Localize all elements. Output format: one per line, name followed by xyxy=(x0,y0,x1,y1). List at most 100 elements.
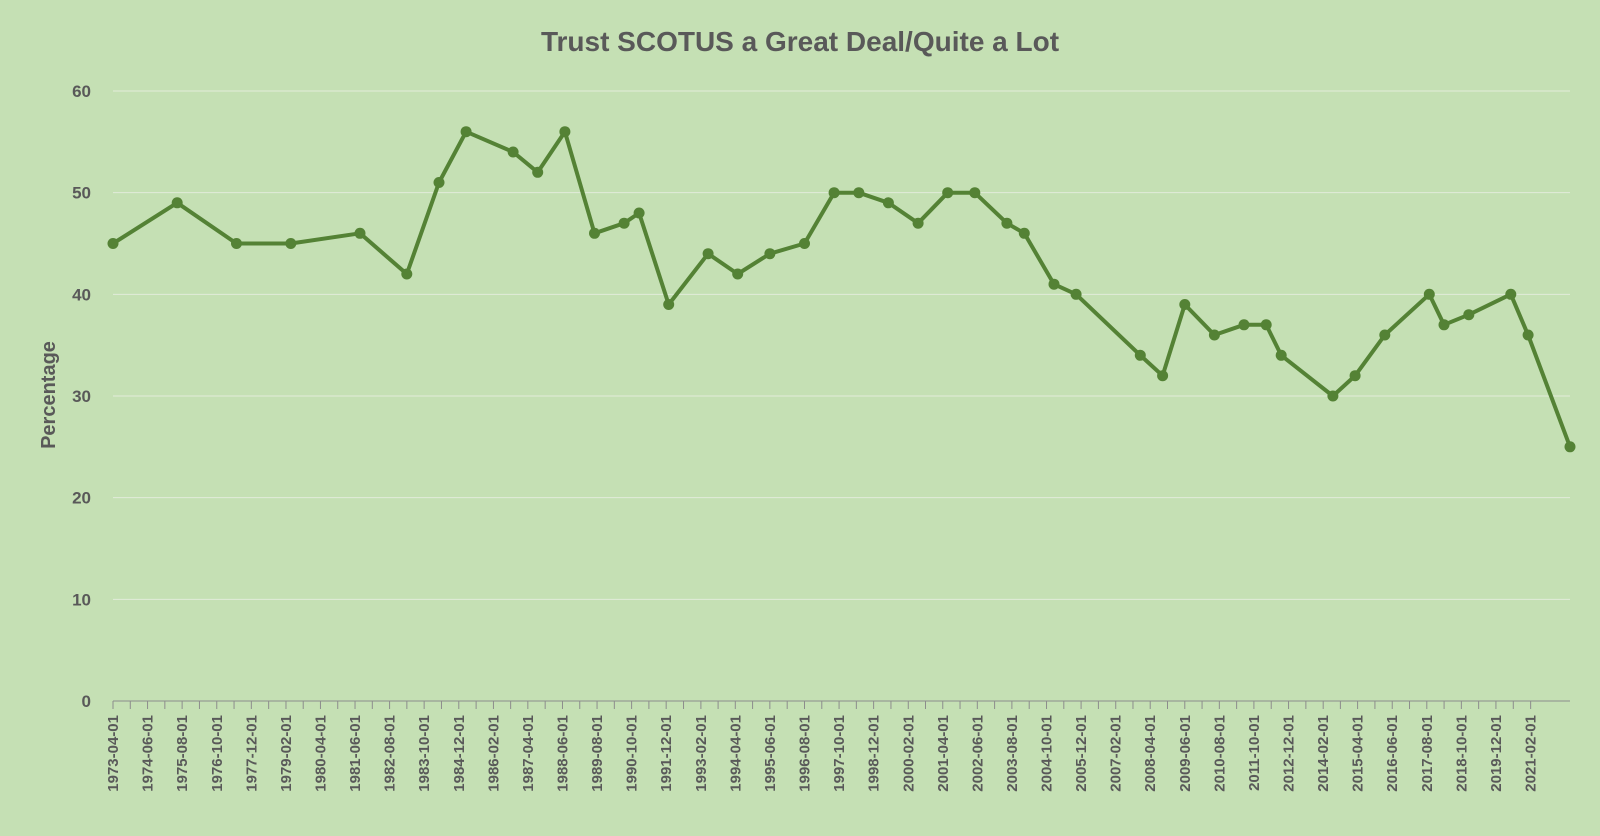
x-tick-label: 1996-08-01 xyxy=(797,715,814,792)
y-tick-label: 20 xyxy=(72,489,91,508)
data-point xyxy=(171,197,183,209)
x-tick-label: 1984-12-01 xyxy=(451,715,468,792)
x-tick-label: 1973-04-01 xyxy=(105,715,122,792)
x-tick-label: 1987-04-01 xyxy=(520,715,537,792)
data-point xyxy=(532,166,544,178)
data-point xyxy=(702,248,714,260)
x-tick-label: 2011-10-01 xyxy=(1246,715,1263,791)
x-tick-label: 1991-12-01 xyxy=(658,715,675,792)
data-point xyxy=(663,299,675,310)
data-point xyxy=(401,268,413,280)
x-tick-label: 1993-02-01 xyxy=(693,715,710,792)
x-axis xyxy=(112,700,1570,709)
x-tick-label: 2009-06-01 xyxy=(1177,715,1194,792)
data-point xyxy=(1505,288,1517,300)
y-axis-label: Percentage xyxy=(38,341,60,449)
x-tick-label: 1981-06-01 xyxy=(347,715,364,792)
data-point xyxy=(1275,349,1287,361)
data-point xyxy=(828,187,840,199)
data-point xyxy=(433,177,445,188)
chart-title: Trust SCOTUS a Great Deal/Quite a Lot xyxy=(541,26,1059,57)
data-point xyxy=(460,126,472,138)
x-tick-label: 1998-12-01 xyxy=(866,715,883,792)
x-tick-label: 1988-06-01 xyxy=(554,715,571,792)
data-point xyxy=(942,187,954,199)
x-tick-label: 1995-06-01 xyxy=(762,715,779,792)
x-tick-label: 2018-10-01 xyxy=(1453,715,1470,792)
data-point xyxy=(1260,319,1272,331)
series xyxy=(107,126,1576,453)
data-point xyxy=(1208,329,1220,341)
data-point xyxy=(1238,319,1250,331)
x-tick-label: 2004-10-01 xyxy=(1039,715,1056,792)
series-line xyxy=(111,129,1572,449)
x-tick-label: 2021-02-01 xyxy=(1523,715,1540,792)
y-tick-label: 0 xyxy=(82,692,91,711)
x-tick-label: 2000-02-01 xyxy=(900,715,917,792)
x-tick-label: 2017-08-01 xyxy=(1419,715,1436,792)
y-tick-label: 50 xyxy=(72,184,91,203)
data-point xyxy=(354,227,366,239)
x-tick-label: 2003-08-01 xyxy=(1004,715,1021,792)
x-tick-label: 1989-08-01 xyxy=(589,715,606,792)
x-tick-label: 2012-12-01 xyxy=(1281,715,1298,792)
gridlines xyxy=(113,90,1570,600)
x-tick-label: 2019-12-01 xyxy=(1488,715,1505,792)
data-point xyxy=(285,238,297,249)
data-point xyxy=(507,146,519,158)
y-tick-label: 40 xyxy=(72,285,91,304)
x-tick-label: 1974-06-01 xyxy=(140,715,157,792)
data-point xyxy=(799,238,810,249)
data-point xyxy=(618,217,630,229)
data-point xyxy=(1018,227,1030,239)
x-tick-label: 1982-08-01 xyxy=(382,715,399,792)
data-point xyxy=(1564,441,1576,453)
y-tick-label: 30 xyxy=(72,387,91,406)
x-tick-label: 1997-10-01 xyxy=(831,715,848,792)
x-tick-label: 1979-02-01 xyxy=(278,715,295,792)
data-point xyxy=(912,217,924,229)
x-tick-label: 1975-08-01 xyxy=(174,715,191,792)
data-point xyxy=(107,238,119,249)
data-point xyxy=(1349,370,1361,382)
data-point xyxy=(1522,329,1534,341)
x-tick-label: 2015-04-01 xyxy=(1350,715,1367,792)
data-point xyxy=(559,126,571,138)
x-tick-label: 2001-04-01 xyxy=(935,715,952,792)
x-tick-label: 2002-06-01 xyxy=(969,715,986,792)
x-tick-label: 2007-02-01 xyxy=(1108,715,1125,792)
data-point xyxy=(589,227,600,239)
x-tick-label: 2014-02-01 xyxy=(1315,715,1332,792)
x-tick-label: 2010-08-01 xyxy=(1211,715,1228,792)
data-point xyxy=(1379,329,1391,341)
data-point xyxy=(1327,390,1339,402)
data-point xyxy=(1423,288,1435,300)
data-point xyxy=(969,187,981,199)
data-point xyxy=(1179,299,1191,310)
y-axis-ticks: 0 10 20 30 40 50 60 xyxy=(72,82,91,711)
x-tick-label: 1990-10-01 xyxy=(624,715,641,792)
data-point xyxy=(1157,370,1169,382)
x-tick-label: 1986-02-01 xyxy=(485,715,502,792)
data-point xyxy=(633,207,645,219)
data-point xyxy=(732,268,744,280)
x-tick-label: 2016-06-01 xyxy=(1384,715,1401,792)
data-point xyxy=(1070,288,1082,300)
x-tick-label: 1994-04-01 xyxy=(727,715,744,792)
x-tick-label: 1977-12-01 xyxy=(243,715,260,792)
data-point xyxy=(231,238,242,249)
x-axis-ticks: 1973-04-01 1974-06-01 1975-08-01 1976-10-01… xyxy=(105,715,1540,792)
data-point xyxy=(1438,319,1450,331)
x-tick-label: 1983-10-01 xyxy=(416,715,433,792)
y-tick-label: 10 xyxy=(72,590,91,609)
data-point xyxy=(1463,309,1475,321)
x-tick-label: 1976-10-01 xyxy=(209,715,226,792)
data-point xyxy=(882,197,894,209)
data-point xyxy=(853,187,865,199)
y-tick-label: 60 xyxy=(72,82,91,101)
x-tick-label: 1980-04-01 xyxy=(312,715,329,792)
data-point xyxy=(1134,349,1146,361)
x-tick-label: 2008-04-01 xyxy=(1142,715,1159,792)
